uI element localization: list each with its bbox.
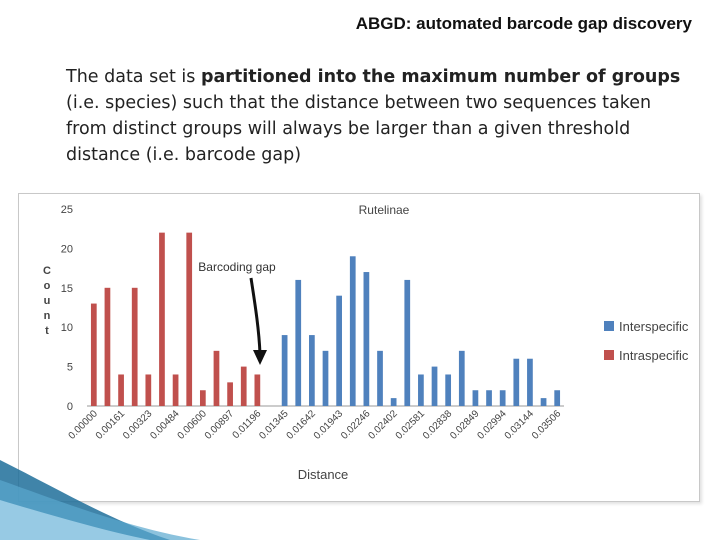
x-axis-title: Distance xyxy=(298,467,349,482)
decorative-swoosh xyxy=(0,460,200,540)
interspecific-bar xyxy=(513,358,520,406)
intraspecific-bar xyxy=(213,350,220,406)
intraspecific-bar xyxy=(131,287,138,406)
intraspecific-bar xyxy=(172,374,179,406)
barcoding-gap-annotation: Barcoding gap xyxy=(198,260,276,274)
interspecific-bar xyxy=(390,398,397,406)
interspecific-bar xyxy=(458,350,465,406)
interspecific-bar xyxy=(472,390,479,406)
legend-swatch xyxy=(604,350,614,360)
annotation-arrow xyxy=(249,277,262,355)
y-tick-label: 10 xyxy=(61,322,73,334)
legend-label: Intraspecific xyxy=(619,348,689,363)
interspecific-bar xyxy=(527,358,533,406)
interspecific-bar xyxy=(309,335,315,406)
intraspecific-bar xyxy=(240,366,247,406)
y-tick-label: 15 xyxy=(61,283,73,295)
annotation-arrowhead xyxy=(253,350,267,365)
y-axis-label-letter: t xyxy=(45,325,49,337)
interspecific-bar xyxy=(363,272,370,406)
intraspecific-bar xyxy=(186,232,193,406)
y-tick-label: 25 xyxy=(61,204,73,216)
interspecific-bar xyxy=(431,366,438,406)
barcode-gap-chart: Rutelinae0510152025Count0.000000.001610.… xyxy=(43,203,689,482)
y-axis-label-letter: C xyxy=(43,265,51,277)
intraspecific-bar xyxy=(227,382,233,406)
interspecific-bar xyxy=(295,279,302,406)
interspecific-bar xyxy=(554,390,561,406)
intraspecific-bar xyxy=(199,390,206,406)
interspecific-bar xyxy=(336,295,342,406)
interspecific-bar xyxy=(322,350,329,406)
body-text: The data set is partitioned into the max… xyxy=(66,64,686,168)
intraspecific-bar xyxy=(118,374,124,406)
interspecific-bar xyxy=(404,279,411,406)
interspecific-bar xyxy=(349,256,356,406)
legend-label: Interspecific xyxy=(619,319,689,334)
interspecific-bar xyxy=(540,398,547,406)
chart-title: Rutelinae xyxy=(359,203,410,217)
interspecific-bar xyxy=(418,374,424,406)
body-text-bold: partitioned into the maximum number of g… xyxy=(200,67,681,87)
y-tick-label: 0 xyxy=(67,401,73,413)
legend-swatch xyxy=(604,321,614,331)
y-axis-label-letter: o xyxy=(44,280,51,292)
slide-title: ABGD: automated barcode gap discovery xyxy=(355,14,692,33)
body-text-end: (i.e. species) such that the distance be… xyxy=(66,93,652,165)
y-axis-label-letter: u xyxy=(44,295,51,307)
intraspecific-bar xyxy=(90,303,97,406)
y-axis-label-letter: n xyxy=(44,310,51,322)
interspecific-bar xyxy=(486,390,492,406)
interspecific-bar xyxy=(499,390,506,406)
x-tick-label: 0.00897 xyxy=(203,408,237,442)
intraspecific-bar xyxy=(254,374,261,406)
y-tick-label: 20 xyxy=(61,243,73,255)
interspecific-bar xyxy=(445,374,452,406)
body-text-start: The data set is xyxy=(66,67,201,87)
intraspecific-bar xyxy=(145,374,152,406)
y-tick-label: 5 xyxy=(67,362,73,374)
intraspecific-bar xyxy=(104,287,111,406)
interspecific-bar xyxy=(281,335,288,406)
x-tick-label: 0.03506 xyxy=(530,408,564,442)
intraspecific-bar xyxy=(159,232,165,406)
interspecific-bar xyxy=(377,350,383,406)
